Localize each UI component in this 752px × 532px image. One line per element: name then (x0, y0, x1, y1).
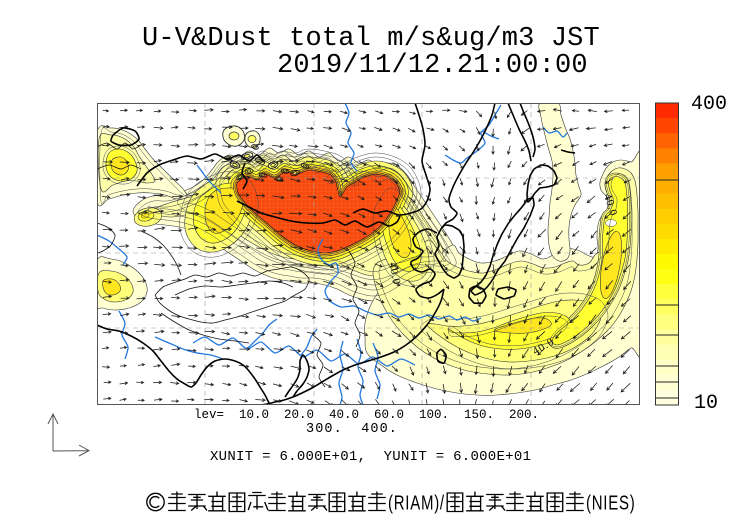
svg-text:40.0: 40.0 (386, 261, 403, 286)
svg-text:(RIAM)/: (RIAM)/ (388, 491, 445, 514)
svg-text:(NIES): (NIES) (586, 491, 635, 514)
